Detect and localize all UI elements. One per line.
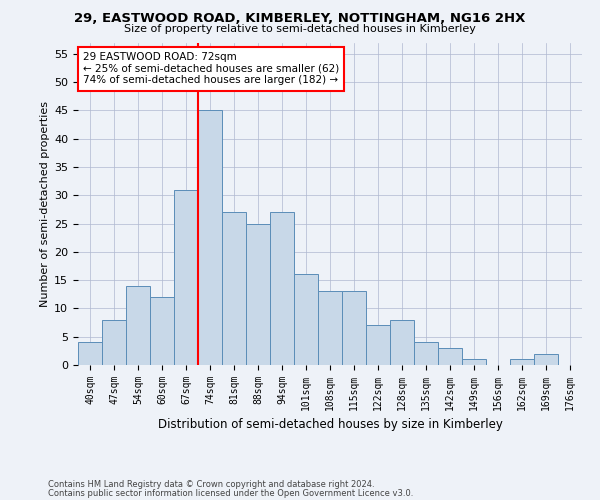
Bar bbox=[102, 320, 126, 365]
Bar bbox=[414, 342, 438, 365]
Y-axis label: Number of semi-detached properties: Number of semi-detached properties bbox=[40, 101, 50, 306]
Bar bbox=[150, 297, 174, 365]
Bar bbox=[438, 348, 462, 365]
Bar bbox=[222, 212, 246, 365]
X-axis label: Distribution of semi-detached houses by size in Kimberley: Distribution of semi-detached houses by … bbox=[158, 418, 502, 432]
Text: 29, EASTWOOD ROAD, KIMBERLEY, NOTTINGHAM, NG16 2HX: 29, EASTWOOD ROAD, KIMBERLEY, NOTTINGHAM… bbox=[74, 12, 526, 26]
Text: 29 EASTWOOD ROAD: 72sqm
← 25% of semi-detached houses are smaller (62)
74% of se: 29 EASTWOOD ROAD: 72sqm ← 25% of semi-de… bbox=[83, 52, 339, 86]
Text: Size of property relative to semi-detached houses in Kimberley: Size of property relative to semi-detach… bbox=[124, 24, 476, 34]
Bar bbox=[342, 292, 366, 365]
Bar bbox=[126, 286, 150, 365]
Bar bbox=[246, 224, 270, 365]
Bar bbox=[390, 320, 414, 365]
Bar bbox=[534, 354, 558, 365]
Bar bbox=[174, 190, 198, 365]
Bar bbox=[78, 342, 102, 365]
Bar bbox=[294, 274, 318, 365]
Bar bbox=[318, 292, 342, 365]
Bar bbox=[198, 110, 222, 365]
Bar bbox=[510, 360, 534, 365]
Bar bbox=[462, 360, 486, 365]
Bar bbox=[366, 326, 390, 365]
Bar bbox=[270, 212, 294, 365]
Text: Contains HM Land Registry data © Crown copyright and database right 2024.: Contains HM Land Registry data © Crown c… bbox=[48, 480, 374, 489]
Text: Contains public sector information licensed under the Open Government Licence v3: Contains public sector information licen… bbox=[48, 489, 413, 498]
